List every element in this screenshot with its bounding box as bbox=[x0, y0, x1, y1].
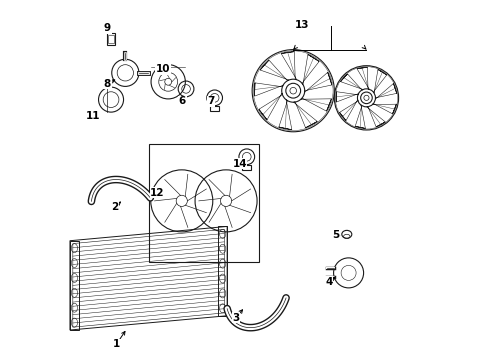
Text: 13: 13 bbox=[295, 19, 309, 30]
Text: 4: 4 bbox=[325, 277, 333, 287]
Text: 6: 6 bbox=[179, 96, 186, 107]
Text: 10: 10 bbox=[156, 64, 170, 74]
Text: 12: 12 bbox=[150, 188, 165, 198]
Bar bbox=[210, 106, 219, 111]
Text: 14: 14 bbox=[232, 159, 247, 169]
Text: 1: 1 bbox=[113, 339, 120, 349]
Bar bbox=[107, 33, 115, 45]
Text: 7: 7 bbox=[207, 96, 215, 107]
Text: 5: 5 bbox=[333, 230, 340, 240]
Text: 2: 2 bbox=[111, 202, 118, 212]
Bar bbox=[108, 35, 114, 43]
Text: 8: 8 bbox=[104, 78, 111, 89]
Text: 3: 3 bbox=[232, 312, 240, 323]
Bar bbox=[148, 144, 259, 262]
Text: 9: 9 bbox=[104, 23, 111, 33]
Bar bbox=[243, 165, 251, 170]
Text: 11: 11 bbox=[86, 111, 100, 121]
